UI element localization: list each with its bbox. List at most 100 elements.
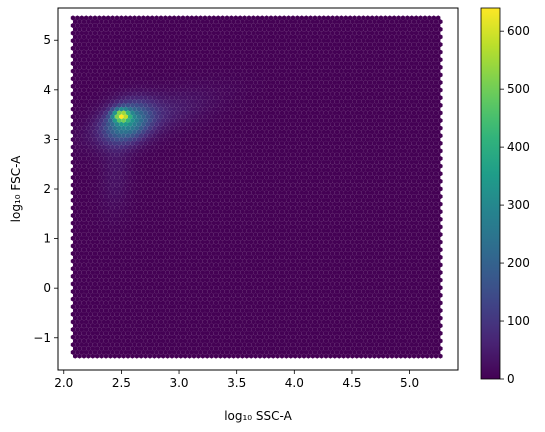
- hexbin-cell: [279, 26, 285, 32]
- hexbin-cell: [308, 136, 313, 143]
- hexbin-cell: [251, 129, 256, 135]
- hexbin-cell: [193, 22, 199, 29]
- hexbin-cell: [429, 148, 434, 154]
- hexbin-cell: [97, 30, 102, 36]
- hexbin-cell: [347, 98, 353, 105]
- hexbin-cell: [242, 22, 247, 29]
- hexbin-cell: [299, 98, 304, 105]
- hexbin-cell: [332, 148, 337, 154]
- hexbin-cell: [237, 129, 243, 135]
- hexbin-cell: [279, 64, 285, 70]
- hexbin-cell: [405, 144, 410, 150]
- hexbin-cell: [297, 125, 302, 131]
- hexbin-cell: [330, 121, 335, 127]
- hexbin-cell: [321, 22, 326, 29]
- hexbin-cell: [303, 68, 309, 74]
- hexbin-cell: [88, 91, 93, 97]
- hexbin-cell: [83, 68, 89, 74]
- hexbin-cell: [288, 19, 293, 25]
- hexbin-cell: [178, 110, 183, 116]
- hexbin-cell: [350, 117, 355, 124]
- hexbin-cell: [156, 110, 161, 116]
- hexbin-cell: [171, 15, 177, 21]
- hexbin-cell: [116, 49, 122, 55]
- hexbin-cell: [427, 106, 432, 112]
- hexbin-cell: [292, 95, 298, 101]
- hexbin-cell: [314, 110, 320, 116]
- hexbin-cell: [374, 129, 379, 135]
- hexbin-cell: [202, 22, 208, 29]
- hexbin-cell: [286, 91, 291, 97]
- hexbin-cell: [317, 136, 322, 143]
- hexbin-cell: [416, 79, 421, 86]
- hexbin-cell: [279, 117, 285, 124]
- hexbin-cell: [358, 49, 364, 55]
- hexbin-cell: [114, 68, 120, 74]
- hexbin-cell: [90, 140, 95, 146]
- hexbin-cell: [341, 72, 346, 78]
- hexbin-cell: [332, 41, 337, 48]
- hexbin-cell: [211, 83, 216, 89]
- hexbin-cell: [240, 26, 245, 32]
- hexbin-cell: [211, 152, 216, 158]
- hexbin-cell: [396, 114, 401, 120]
- hexbin-cell: [363, 26, 368, 32]
- hexbin-cell: [339, 83, 344, 89]
- hexbin-cell: [378, 114, 384, 120]
- hexbin-cell: [136, 60, 142, 67]
- hexbin-cell: [72, 34, 78, 40]
- hexbin-cell: [143, 26, 148, 32]
- hexbin-cell: [147, 64, 153, 70]
- hexbin-cell: [143, 41, 148, 48]
- hexbin-cell: [176, 83, 181, 89]
- hexbin-cell: [268, 98, 274, 105]
- hexbin-cell: [220, 68, 225, 74]
- hexbin-cell: [266, 57, 271, 63]
- hexbin-cell: [81, 140, 87, 146]
- hexbin-cell: [158, 91, 164, 97]
- hexbin-cell: [242, 144, 247, 150]
- hexbin-cell: [277, 53, 282, 59]
- hexbin-cell: [343, 76, 348, 82]
- hexbin-cell: [345, 140, 351, 146]
- hexbin-cell: [310, 26, 315, 32]
- hexbin-cell: [138, 87, 144, 93]
- hexbin-cell: [134, 102, 139, 108]
- hexbin-cell: [369, 22, 375, 29]
- hexbin-cell: [165, 117, 170, 124]
- hexbin-cell: [218, 87, 223, 93]
- hexbin-cell: [411, 57, 417, 63]
- hexbin-cell: [292, 148, 298, 154]
- hexbin-cell: [394, 133, 399, 139]
- hexbin-cell: [431, 68, 436, 74]
- hexbin-cell: [264, 60, 269, 67]
- hexbin-cell: [222, 110, 227, 116]
- hexbin-cell: [222, 41, 227, 48]
- hexbin-cell: [413, 114, 419, 120]
- hexbin-cell: [226, 34, 232, 40]
- hexbin-cell: [301, 57, 307, 63]
- hexbin-cells: [70, 15, 443, 359]
- hexbin-cell: [347, 76, 353, 82]
- hexbin-cell: [75, 129, 80, 135]
- hexbin-cell: [141, 106, 146, 112]
- hexbin-cell: [334, 68, 340, 74]
- hexbin-cell: [198, 76, 203, 82]
- hexbin-cell: [427, 144, 432, 150]
- hexbin-cell: [339, 106, 344, 112]
- hexbin-cell: [189, 83, 194, 89]
- hexbin-cell: [374, 22, 379, 29]
- hexbin-cell: [83, 106, 89, 112]
- hexbin-cell: [323, 49, 329, 55]
- hexbin-cell: [303, 83, 309, 89]
- hexbin-cell: [420, 79, 425, 86]
- hexbin-cell: [213, 133, 219, 139]
- hexbin-cell: [409, 53, 414, 59]
- hexbin-cell: [354, 64, 359, 70]
- hexbin-cell: [103, 95, 109, 101]
- hexbin-cell: [303, 91, 309, 97]
- hexbin-cell: [83, 30, 89, 36]
- hexbin-cell: [429, 133, 434, 139]
- hexbin-cell: [156, 95, 161, 101]
- hexbin-cell: [165, 95, 170, 101]
